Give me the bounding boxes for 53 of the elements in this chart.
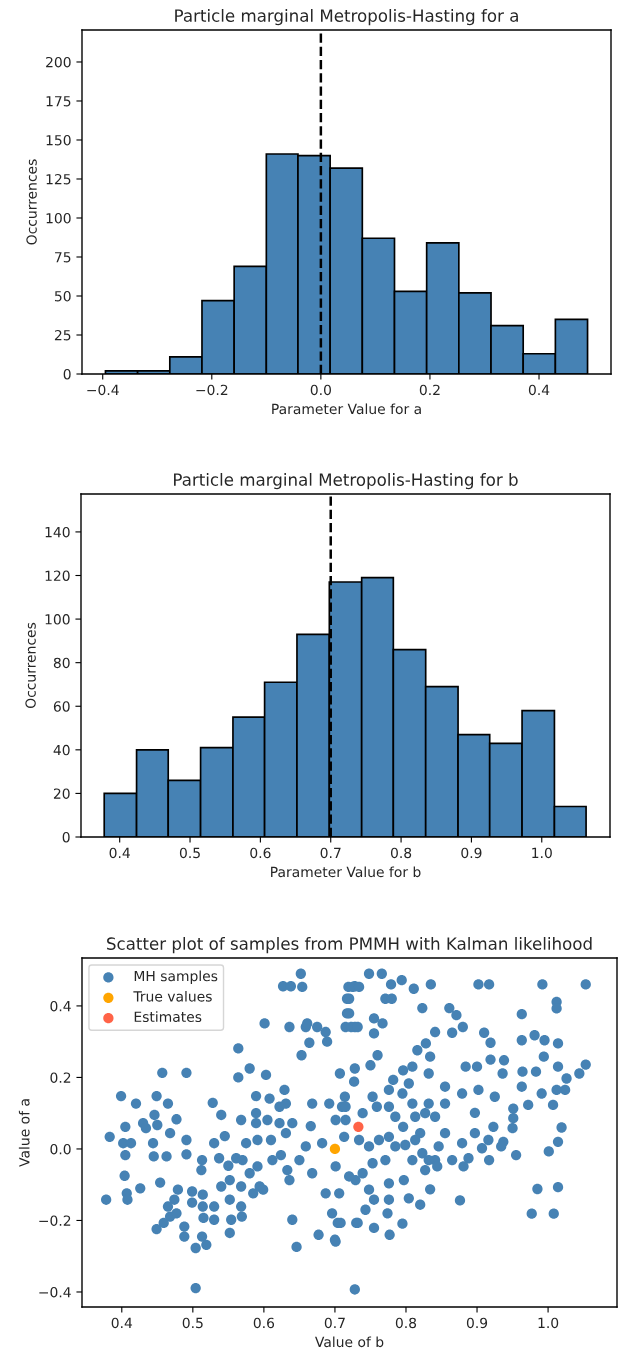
chart-title: Particle marginal Metropolis-Hasting for a	[175, 9, 518, 26]
x-axis-title: Parameter Value for a	[272, 403, 421, 415]
y-tick-label: 100	[46, 212, 71, 224]
x-tick-label: 0.8	[395, 1317, 417, 1329]
y-tick-label: −0.4	[39, 1286, 71, 1298]
legend-label: MH samples	[134, 970, 218, 984]
y-tick-label: 0.4	[50, 1000, 71, 1012]
y-axis-title: Occurrences	[26, 159, 37, 245]
y-tick-label: 200	[46, 56, 71, 68]
x-tick-label: 0.8	[390, 847, 412, 859]
y-tick-label: 140	[45, 526, 70, 538]
y-axis-title: Value of a	[18, 1099, 30, 1167]
y-tick-label: −0.2	[39, 1215, 71, 1226]
chart-title: Particle marginal Metropolis-Hasting for b	[174, 473, 518, 490]
x-tick-label: 0.5	[179, 847, 200, 859]
x-tick-label: 0.7	[324, 1317, 345, 1329]
chart-title: Scatter plot of samples from PMMH with Kalman likelihood	[107, 937, 592, 954]
legend-label: Estimates	[134, 1011, 202, 1023]
x-tick-label: 1.0	[538, 1317, 559, 1329]
y-tick-label: 0.0	[50, 1143, 71, 1155]
y-tick-label: 60	[53, 701, 70, 712]
y-tick-label: 175	[46, 96, 71, 107]
x-tick-label: 1.0	[532, 847, 552, 859]
x-tick-label: 0.4	[109, 847, 130, 859]
legend-label: True values	[133, 990, 212, 1002]
x-tick-label: 0.6	[250, 847, 271, 859]
y-tick-label: 0	[62, 831, 70, 843]
y-axis-title: Occurrences	[25, 622, 36, 709]
x-tick-label: 0.4	[528, 384, 550, 396]
y-tick-label: 75	[55, 252, 71, 263]
y-tick-label: 25	[54, 329, 71, 341]
y-tick-label: 40	[53, 744, 70, 756]
x-tick-label: 0.2	[419, 384, 440, 396]
x-tick-label: 0.4	[111, 1317, 133, 1329]
y-tick-label: 20	[53, 788, 70, 799]
x-tick-label: −0.2	[196, 384, 228, 396]
x-tick-label: 0.9	[461, 847, 482, 859]
y-tick-label: 0.2	[50, 1072, 71, 1083]
x-tick-label: 0.7	[320, 847, 341, 859]
x-tick-label: 0.5	[182, 1317, 203, 1329]
y-tick-label: 100	[45, 614, 70, 625]
x-tick-label: −0.4	[87, 384, 119, 396]
x-tick-label: 0.6	[253, 1317, 275, 1329]
y-tick-label: 120	[45, 570, 70, 581]
x-axis-title: Value of b	[315, 1336, 384, 1348]
y-tick-label: 80	[53, 657, 70, 669]
y-tick-label: 0	[63, 368, 71, 380]
y-tick-label: 150	[46, 134, 71, 146]
x-tick-label: 0.9	[466, 1317, 488, 1329]
y-tick-label: 125	[46, 173, 71, 185]
x-tick-label: 0.0	[310, 384, 331, 396]
x-axis-title: Parameter Value for b	[271, 866, 421, 878]
y-tick-label: 50	[54, 290, 71, 302]
